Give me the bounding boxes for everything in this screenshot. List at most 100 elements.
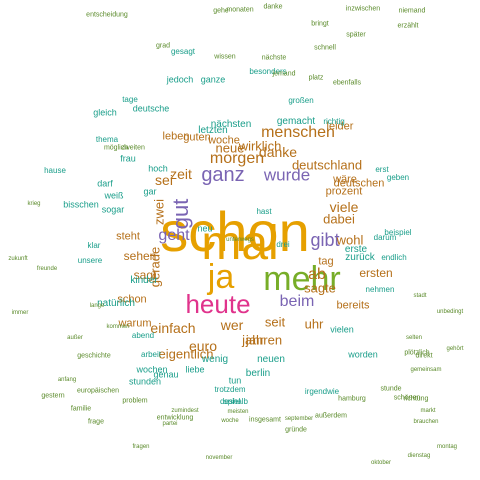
cloud-word: außerdem bbox=[315, 412, 347, 420]
cloud-word: tag bbox=[318, 255, 334, 268]
cloud-word: neuen bbox=[257, 354, 285, 365]
cloud-word: leben bbox=[162, 130, 190, 143]
cloud-word: erste bbox=[344, 244, 368, 255]
cloud-word: sehen bbox=[123, 249, 157, 263]
cloud-word: zurück bbox=[345, 252, 375, 263]
cloud-word: gut bbox=[168, 198, 193, 230]
cloud-word: bringt bbox=[311, 20, 329, 28]
cloud-word: warum bbox=[118, 317, 152, 330]
cloud-word: liebe bbox=[185, 364, 205, 375]
cloud-word: eigentlich bbox=[158, 346, 214, 362]
cloud-word: nächsten bbox=[210, 119, 252, 130]
cloud-word: später bbox=[346, 31, 366, 39]
cloud-word: kommen bbox=[106, 324, 130, 330]
cloud-word: monaten bbox=[226, 6, 254, 14]
cloud-word: nächste bbox=[261, 54, 287, 62]
cloud-word: erzählt bbox=[397, 22, 419, 30]
cloud-word: heute bbox=[185, 289, 251, 319]
cloud-word: wochen bbox=[136, 364, 168, 375]
cloud-word: ebenfalls bbox=[332, 79, 362, 87]
cloud-word: ganz bbox=[201, 164, 245, 186]
cloud-word: gehört bbox=[446, 346, 464, 352]
cloud-word: genau bbox=[153, 369, 179, 380]
cloud-word: frage bbox=[88, 418, 104, 426]
cloud-word: uhr bbox=[304, 316, 324, 332]
cloud-word: schönen bbox=[393, 394, 421, 402]
cloud-word: deutsche bbox=[132, 103, 170, 114]
cloud-word: bisschen bbox=[63, 199, 99, 210]
cloud-word: gestern bbox=[41, 392, 65, 400]
cloud-word: unterwegs bbox=[226, 237, 254, 243]
cloud-word: wäre bbox=[333, 173, 357, 186]
cloud-word: sei bbox=[155, 172, 173, 188]
cloud-word: insgesamt bbox=[249, 416, 281, 424]
cloud-word: meisten bbox=[227, 409, 249, 415]
cloud-word: steht bbox=[116, 230, 140, 243]
cloud-word: grad bbox=[155, 42, 171, 50]
cloud-word: wirklich bbox=[238, 138, 282, 154]
cloud-word: danke bbox=[263, 3, 283, 11]
cloud-word: gar bbox=[143, 186, 157, 197]
cloud-word: schnell bbox=[314, 44, 336, 52]
cloud-word: gemeinsam bbox=[410, 367, 442, 373]
cloud-word: zumindest bbox=[171, 408, 199, 414]
cloud-word: markt bbox=[420, 408, 436, 414]
cloud-word: stadt bbox=[413, 293, 427, 299]
cloud-word: geben bbox=[386, 173, 410, 182]
cloud-word: richtig bbox=[323, 117, 345, 126]
cloud-word: möglich bbox=[103, 144, 129, 152]
cloud-word: besonders bbox=[249, 67, 287, 76]
cloud-word: ja bbox=[207, 258, 235, 296]
cloud-word: guten bbox=[183, 131, 211, 144]
cloud-word: zwei bbox=[151, 198, 167, 226]
cloud-word: berlin bbox=[245, 368, 271, 379]
cloud-word: letzten bbox=[198, 125, 228, 136]
cloud-word: problem bbox=[122, 397, 148, 405]
cloud-word: zweiten bbox=[121, 144, 145, 152]
cloud-word: gehe bbox=[213, 7, 229, 15]
cloud-word: selten bbox=[405, 335, 423, 341]
cloud-word: stunde bbox=[380, 385, 402, 393]
cloud-word: direkt bbox=[415, 352, 433, 360]
cloud-word: nehmen bbox=[365, 285, 395, 294]
cloud-word: woche bbox=[208, 134, 240, 147]
cloud-word: hamburg bbox=[338, 395, 366, 403]
cloud-word: brauchen bbox=[413, 419, 439, 425]
cloud-word: stunden bbox=[128, 376, 162, 387]
cloud-word: worden bbox=[348, 349, 378, 360]
cloud-word: vielen bbox=[330, 324, 354, 335]
cloud-word: hast bbox=[256, 207, 272, 216]
cloud-word: jedoch bbox=[166, 74, 194, 85]
cloud-word: außer bbox=[67, 335, 83, 341]
cloud-word: schon bbox=[160, 200, 310, 263]
cloud-word: bereits bbox=[336, 299, 370, 312]
cloud-word: erst bbox=[375, 165, 389, 174]
cloud-word: jahren bbox=[245, 332, 283, 348]
cloud-word: gibt bbox=[310, 230, 340, 250]
cloud-word: seit bbox=[264, 314, 286, 330]
cloud-word: neu bbox=[197, 223, 213, 234]
cloud-word: partei bbox=[162, 421, 178, 427]
cloud-word: beim bbox=[279, 293, 315, 310]
cloud-word: krieg bbox=[27, 201, 41, 207]
cloud-word: zeit bbox=[170, 166, 192, 182]
cloud-word: wenig bbox=[201, 354, 229, 365]
cloud-word: ab bbox=[308, 266, 326, 283]
cloud-word: jahr bbox=[242, 332, 264, 348]
cloud-word: richtung bbox=[403, 395, 429, 403]
cloud-word: trotzdem bbox=[214, 385, 246, 394]
cloud-word: ganze bbox=[200, 74, 226, 85]
cloud-word: hoch bbox=[148, 163, 168, 174]
cloud-word: danke bbox=[258, 144, 298, 160]
cloud-word: sagte bbox=[304, 280, 336, 296]
cloud-word: sogar bbox=[101, 204, 125, 215]
cloud-word: thema bbox=[95, 135, 119, 144]
cloud-word: viele bbox=[329, 199, 359, 215]
cloud-word: freunde bbox=[36, 266, 58, 272]
cloud-word: deutschen bbox=[333, 177, 385, 190]
cloud-word: unbedingt bbox=[436, 309, 464, 315]
cloud-word: geschichte bbox=[77, 352, 111, 360]
cloud-word: endlich bbox=[381, 253, 407, 262]
cloud-word: gründe bbox=[285, 426, 307, 434]
